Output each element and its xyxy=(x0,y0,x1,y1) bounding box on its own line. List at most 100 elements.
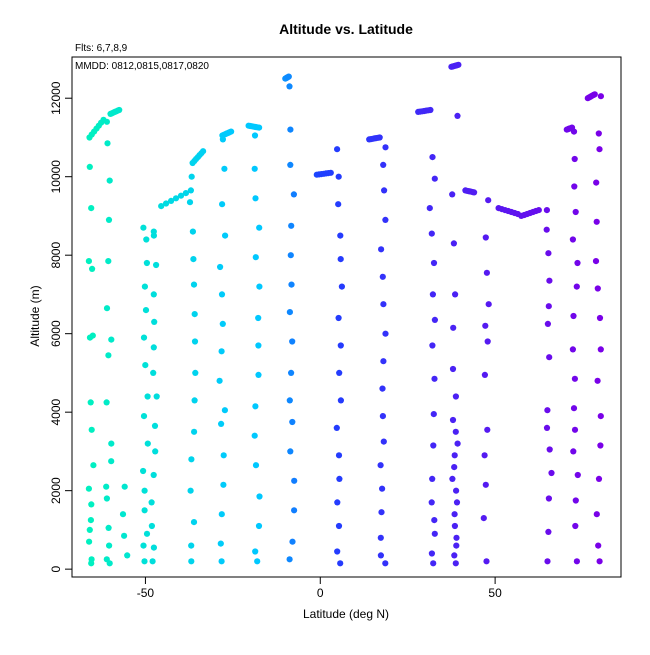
data-point xyxy=(256,124,263,131)
data-point xyxy=(252,195,259,202)
data-point xyxy=(569,236,577,243)
data-point xyxy=(186,199,194,206)
data-point xyxy=(218,348,225,355)
data-point xyxy=(143,236,150,243)
data-point xyxy=(106,542,113,549)
data-point xyxy=(545,495,553,502)
data-point xyxy=(287,161,294,168)
data-point xyxy=(449,365,457,373)
data-point xyxy=(105,352,112,359)
data-point xyxy=(124,552,131,559)
data-point xyxy=(596,558,603,565)
data-point xyxy=(217,540,224,547)
data-point xyxy=(158,203,165,210)
data-point xyxy=(571,155,578,163)
data-point xyxy=(254,558,261,565)
data-point xyxy=(452,393,459,400)
data-point xyxy=(100,116,107,123)
data-point xyxy=(187,187,194,194)
data-point xyxy=(106,177,113,184)
data-point xyxy=(338,283,345,290)
data-point xyxy=(544,558,551,565)
data-point xyxy=(252,548,259,555)
data-point xyxy=(86,538,93,545)
data-point xyxy=(453,487,460,494)
data-point xyxy=(88,556,95,563)
y-axis: 0 2000 4000 6000 8000 10000 12000 xyxy=(49,81,72,572)
data-point xyxy=(382,330,389,337)
data-point xyxy=(591,91,598,98)
data-point xyxy=(256,283,263,290)
data-point xyxy=(327,169,334,176)
data-point xyxy=(377,462,384,469)
data-point xyxy=(597,346,604,353)
data-point xyxy=(428,499,435,506)
data-point xyxy=(449,416,457,424)
data-point xyxy=(480,515,487,522)
data-point xyxy=(574,259,581,267)
data-point xyxy=(218,558,225,565)
data-point xyxy=(571,426,579,433)
data-point xyxy=(108,458,115,465)
data-point xyxy=(337,560,344,567)
data-point xyxy=(593,511,600,518)
data-point xyxy=(481,371,488,378)
data-point xyxy=(595,130,602,137)
data-point xyxy=(334,499,341,506)
data-point xyxy=(150,228,157,235)
y-tick-label: 4000 xyxy=(49,398,63,425)
data-point xyxy=(288,222,295,229)
data-point xyxy=(337,397,344,404)
data-point xyxy=(152,448,159,455)
data-point xyxy=(451,464,458,471)
data-point xyxy=(426,205,433,212)
data-point xyxy=(573,283,580,290)
y-tick-label: 0 xyxy=(49,565,63,572)
data-point xyxy=(429,342,436,349)
data-point xyxy=(163,200,170,207)
data-point xyxy=(251,165,258,172)
data-point xyxy=(191,311,198,318)
data-point xyxy=(454,112,461,119)
data-point xyxy=(255,522,263,530)
chart-title: Altitude vs. Latitude xyxy=(279,21,413,37)
data-point xyxy=(288,369,295,376)
data-point xyxy=(148,522,155,530)
data-point xyxy=(252,254,259,261)
data-point xyxy=(151,318,158,325)
data-point xyxy=(544,320,552,327)
data-point xyxy=(86,526,93,534)
data-point xyxy=(335,173,342,180)
data-point xyxy=(483,558,490,565)
data-point xyxy=(430,259,438,267)
data-point xyxy=(105,216,113,223)
data-point xyxy=(336,475,343,482)
data-point xyxy=(544,407,551,414)
data-point xyxy=(150,369,157,376)
data-point xyxy=(381,187,388,194)
data-point xyxy=(595,542,602,549)
data-point xyxy=(188,173,195,180)
data-point xyxy=(291,507,298,514)
data-point xyxy=(190,519,198,526)
data-point xyxy=(451,511,458,518)
data-point xyxy=(572,497,579,504)
data-point xyxy=(255,342,262,349)
data-point xyxy=(88,205,95,212)
data-point xyxy=(255,314,262,322)
data-point xyxy=(546,277,553,284)
data-point xyxy=(252,462,260,469)
data-point xyxy=(379,273,386,280)
data-point xyxy=(121,532,128,539)
data-point xyxy=(143,259,150,267)
data-point xyxy=(380,358,387,365)
data-point xyxy=(431,375,438,382)
data-point xyxy=(291,477,298,484)
data-point xyxy=(481,452,488,459)
data-point xyxy=(428,230,435,237)
data-point xyxy=(377,552,384,559)
data-point xyxy=(141,558,148,565)
data-point xyxy=(484,426,491,433)
data-point xyxy=(87,399,94,406)
